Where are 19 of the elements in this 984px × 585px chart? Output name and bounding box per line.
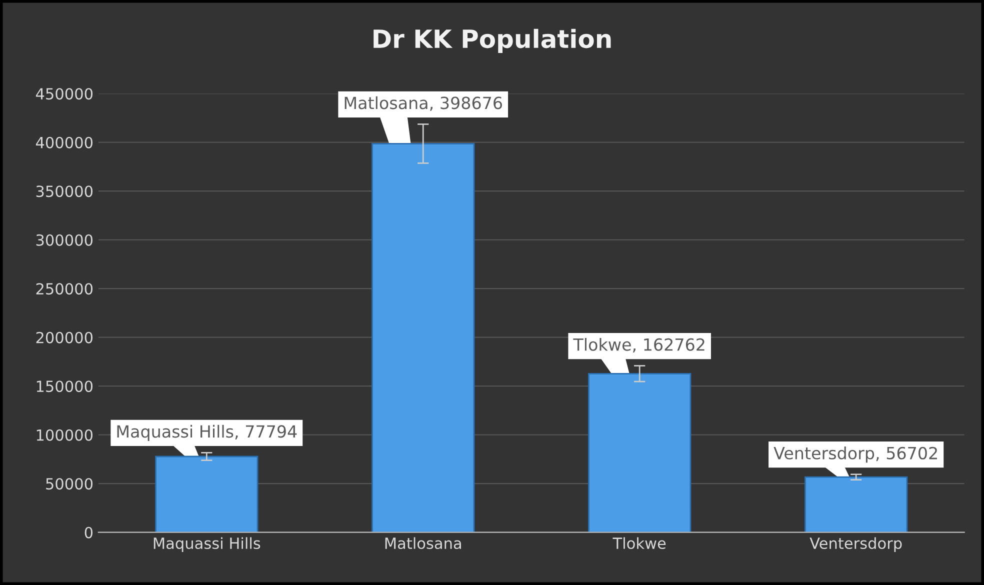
y-tick-label: 250000	[36, 283, 93, 295]
data-label: Tlokwe, 162762	[573, 338, 704, 353]
y-tick-label: 400000	[36, 136, 93, 148]
y-tick-label: 450000	[36, 88, 93, 100]
y-tick-label: 200000	[36, 332, 93, 344]
y-tick-label: 150000	[36, 380, 93, 392]
y-tick-label: 50000	[46, 478, 93, 490]
data-label: Ventersdorp, 56702	[774, 446, 937, 463]
x-tick-label: Tlokwe	[612, 537, 666, 550]
y-tick-label: 100000	[36, 429, 93, 441]
chart-title: Dr KK Population	[374, 28, 611, 54]
y-tick-label: 0	[84, 526, 93, 538]
y-tick-label: 350000	[36, 186, 93, 198]
y-tick-label: 300000	[36, 234, 93, 246]
data-label: Matlosana, 398676	[344, 96, 502, 111]
x-tick-label: Ventersdorp	[810, 537, 902, 552]
x-tick-label: Matlosana	[385, 537, 461, 550]
data-label: Maquassi Hills, 77794	[117, 424, 297, 442]
x-tick-label: Maquassi Hills	[154, 537, 260, 552]
